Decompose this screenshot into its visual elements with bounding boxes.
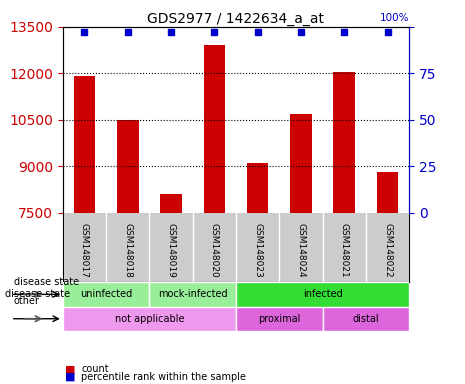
Text: percentile rank within the sample: percentile rank within the sample <box>81 372 246 382</box>
FancyBboxPatch shape <box>63 306 236 331</box>
Bar <box>290 114 312 213</box>
Bar <box>247 163 268 213</box>
Text: ■: ■ <box>65 364 76 374</box>
FancyBboxPatch shape <box>236 282 409 306</box>
Bar <box>377 172 399 213</box>
Text: GSM148022: GSM148022 <box>383 223 392 278</box>
Text: distal: distal <box>352 314 379 324</box>
FancyBboxPatch shape <box>323 306 409 331</box>
Text: 100%: 100% <box>380 13 409 23</box>
Title: GDS2977 / 1422634_a_at: GDS2977 / 1422634_a_at <box>147 12 325 26</box>
Text: GSM148021: GSM148021 <box>340 223 349 278</box>
Text: GSM148023: GSM148023 <box>253 223 262 278</box>
Text: GSM148018: GSM148018 <box>123 223 132 278</box>
Text: ■: ■ <box>65 372 76 382</box>
FancyBboxPatch shape <box>236 306 323 331</box>
Text: mock-infected: mock-infected <box>158 290 227 300</box>
Text: GSM148019: GSM148019 <box>166 223 175 278</box>
Text: GSM148024: GSM148024 <box>297 223 306 278</box>
FancyBboxPatch shape <box>63 282 149 306</box>
Text: other: other <box>14 296 40 306</box>
Text: not applicable: not applicable <box>115 314 184 324</box>
Bar <box>204 45 225 213</box>
Bar <box>333 72 355 213</box>
Text: disease state: disease state <box>5 290 70 300</box>
Bar <box>73 76 95 213</box>
Text: proximal: proximal <box>258 314 300 324</box>
Text: GSM148017: GSM148017 <box>80 223 89 278</box>
Bar <box>117 120 139 213</box>
FancyBboxPatch shape <box>149 282 236 306</box>
Text: count: count <box>81 364 109 374</box>
Bar <box>160 194 182 213</box>
Text: uninfected: uninfected <box>80 290 132 300</box>
Text: GSM148020: GSM148020 <box>210 223 219 278</box>
Text: infected: infected <box>303 290 342 300</box>
Text: disease state: disease state <box>14 277 79 287</box>
